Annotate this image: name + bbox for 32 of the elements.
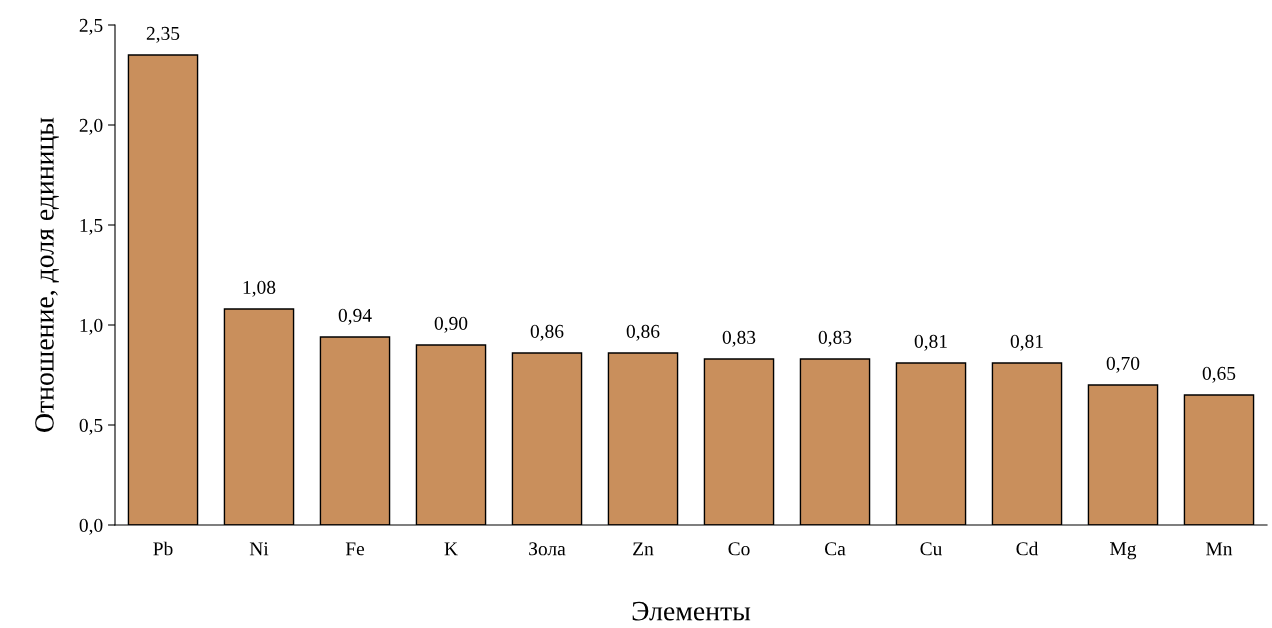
x-tick-label: Zn [633,542,654,556]
x-axis-title: Элементы [632,601,751,621]
data-label: 0,86 [626,324,660,341]
x-tick-label: Cu [920,542,943,556]
y-tick-label: 1,5 [80,218,103,235]
x-tick-label: Pb [153,541,173,556]
y-tick-label: 2,0 [79,118,103,135]
data-label: 0,83 [818,330,852,347]
y-tick-label: 0,5 [79,418,103,435]
x-tick-label: Mg [1110,542,1137,560]
y-axis-title: Отношение, доля единицы [35,117,59,432]
data-label: 1,08 [243,280,276,297]
data-label: 0,86 [530,324,564,341]
data-label: 0,90 [434,316,468,333]
x-tick-label: Cd [1016,541,1039,556]
x-tick-label: Ni [249,542,269,556]
data-label: 0,94 [338,308,372,325]
x-tick-label: Зола [529,542,566,556]
x-tick-label: Fe [345,542,365,556]
y-tick-label: 1,0 [80,318,103,335]
x-tick-label: Co [728,542,750,556]
data-label: 0,83 [722,330,756,347]
x-tick-label: Mn [1206,542,1233,556]
y-tick-label: 0,0 [79,518,103,535]
data-label: 0,70 [1106,356,1140,373]
data-label: 0,65 [1202,366,1236,383]
x-tick-label: K [444,542,458,556]
data-label: 2,35 [146,26,180,43]
data-label: 0,81 [1010,334,1043,351]
y-tick-label: 2,5 [79,18,103,35]
data-label: 0,81 [914,334,947,351]
x-tick-label: Ca [825,542,846,556]
